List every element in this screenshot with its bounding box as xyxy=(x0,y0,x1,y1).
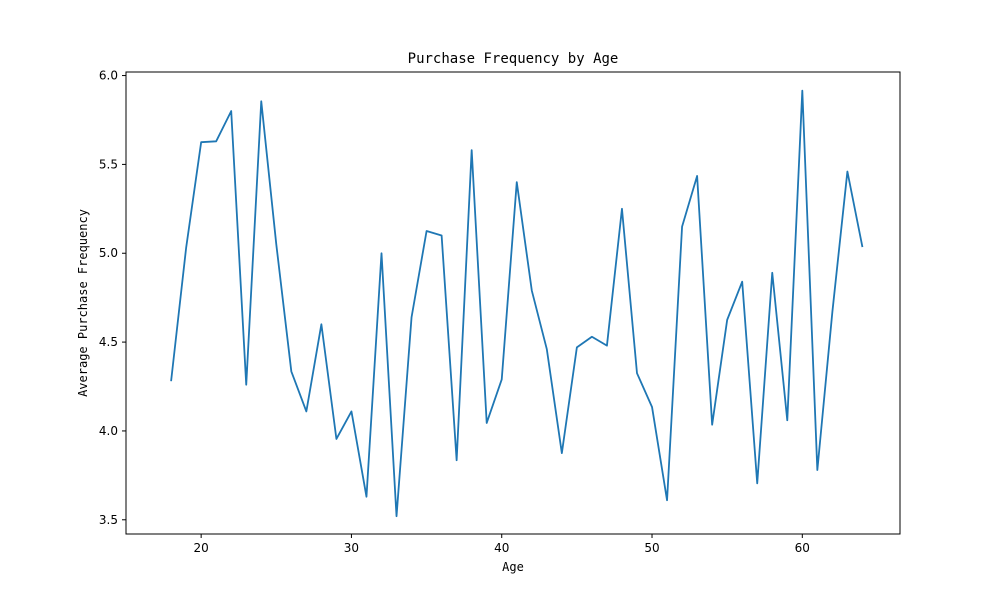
y-tick-label: 4.0 xyxy=(99,424,118,438)
x-axis: 20 30 40 50 60 xyxy=(194,534,810,555)
x-axis-label: Age xyxy=(502,560,524,574)
y-tick-label: 4.5 xyxy=(99,335,118,349)
x-tick-label: 40 xyxy=(494,541,509,555)
series-line xyxy=(170,89,864,518)
x-tick-label: 60 xyxy=(795,541,810,555)
x-tick-label: 30 xyxy=(344,541,359,555)
y-tick-label: 6.0 xyxy=(99,69,118,83)
y-tick-label: 5.0 xyxy=(99,246,118,260)
chart-title: Purchase Frequency by Age xyxy=(408,51,619,67)
y-axis: 3.5 4.0 4.5 5.0 5.5 6.0 xyxy=(99,69,126,527)
x-tick-label: 20 xyxy=(194,541,209,555)
y-axis-label: Average Purchase Frequency xyxy=(76,209,90,397)
x-tick-label: 50 xyxy=(644,541,659,555)
plot-content xyxy=(170,89,864,518)
y-tick-label: 5.5 xyxy=(99,157,118,171)
plot-frame xyxy=(125,71,901,535)
y-tick-label: 3.5 xyxy=(99,513,118,527)
